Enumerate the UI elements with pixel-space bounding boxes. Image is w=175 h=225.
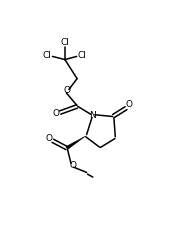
Text: O: O (125, 100, 132, 109)
Text: Cl: Cl (42, 51, 51, 60)
Text: O: O (69, 161, 76, 170)
Text: N: N (89, 111, 96, 120)
Text: Cl: Cl (78, 51, 87, 60)
Polygon shape (66, 136, 86, 150)
Text: O: O (46, 133, 53, 142)
Text: Cl: Cl (61, 38, 69, 47)
Text: O: O (63, 86, 70, 95)
Text: O: O (53, 109, 60, 118)
